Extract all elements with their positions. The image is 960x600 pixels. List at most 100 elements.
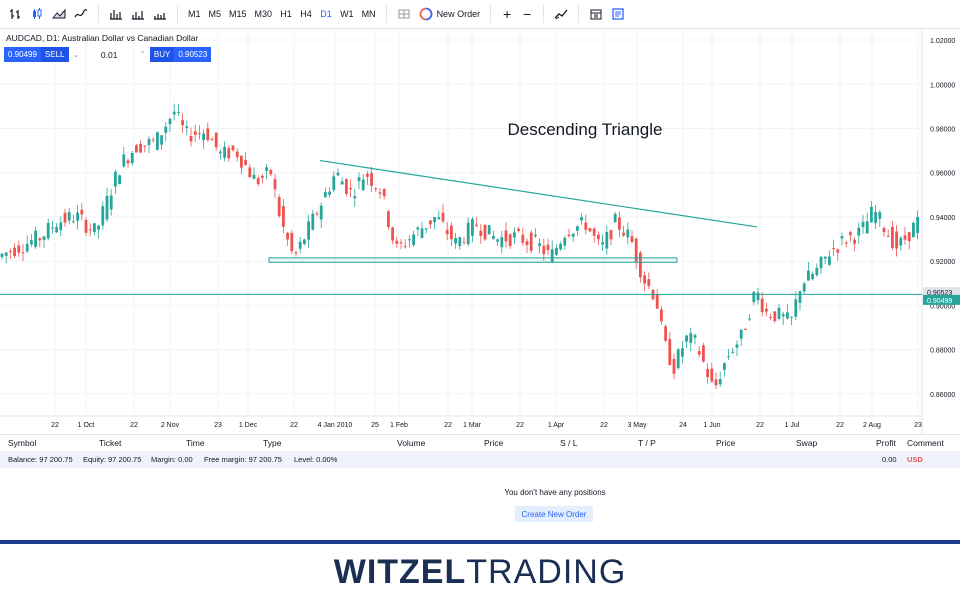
candle-body: [9, 251, 12, 253]
candle-body: [382, 188, 386, 197]
candle-body: [525, 241, 529, 246]
new-order-button[interactable]: New Order: [415, 3, 485, 25]
candle-body: [882, 227, 886, 233]
candle-body: [55, 227, 58, 233]
indicators-icon[interactable]: [105, 3, 127, 25]
candle-body: [202, 133, 205, 141]
line-chart-icon[interactable]: [70, 3, 92, 25]
candles-icon[interactable]: [26, 3, 48, 25]
chevron-down-icon[interactable]: ⌄: [72, 50, 80, 59]
candle-body: [769, 316, 772, 318]
candle-body: [550, 249, 554, 263]
timeframe-m1[interactable]: M1: [188, 9, 201, 19]
bar-chart-icon[interactable]: [4, 3, 26, 25]
candle-body: [849, 232, 852, 236]
timeframe-m15[interactable]: M15: [229, 9, 247, 19]
timeframe-h1[interactable]: H1: [280, 9, 292, 19]
y-tick-label: 0.96000: [930, 171, 955, 178]
y-tick-label: 1.00000: [930, 82, 955, 89]
free-margin-text: Free margin: 97 200.75: [204, 455, 282, 464]
x-tick-label: 22: [290, 422, 298, 429]
candle-body: [424, 228, 428, 230]
candle-body: [744, 328, 747, 330]
column-swap: Swap: [796, 438, 818, 448]
oscillators-icon[interactable]: [127, 3, 149, 25]
candle-body: [756, 292, 760, 301]
timeframe-h4[interactable]: H4: [300, 9, 312, 19]
candle-body: [193, 131, 197, 135]
candle-body: [458, 237, 462, 246]
timeframe-m5[interactable]: M5: [208, 9, 222, 19]
timeframe-mn[interactable]: MN: [361, 9, 376, 19]
zoom-out-icon[interactable]: −: [522, 6, 532, 22]
x-tick-label: 1 Jun: [703, 422, 720, 429]
calendar-icon[interactable]: [585, 3, 607, 25]
candle-body: [403, 246, 407, 248]
candle-body: [504, 230, 508, 242]
candle-body: [76, 212, 79, 221]
y-tick-label: 1.02000: [930, 38, 955, 45]
volume-icon[interactable]: [149, 3, 171, 25]
candle-body: [693, 335, 697, 338]
candle-body: [433, 217, 436, 223]
timeframe-w1[interactable]: W1: [340, 9, 354, 19]
candle-body: [622, 232, 625, 236]
candle-body: [324, 192, 327, 198]
chevron-up-icon[interactable]: ⌃: [139, 50, 146, 59]
candle-body: [315, 213, 319, 215]
candle-body: [668, 339, 672, 365]
area-chart-icon[interactable]: [48, 3, 70, 25]
candle-body: [408, 239, 411, 241]
candle-body: [248, 167, 252, 178]
candle-body: [105, 195, 109, 220]
grid-icon[interactable]: [393, 3, 415, 25]
candle-body: [487, 225, 491, 235]
pattern-annotation: Descending Triangle: [508, 120, 663, 139]
price-chart[interactable]: 1.02000 1.00000 0.98000 0.96000 0.94000 0.920…: [0, 29, 960, 434]
candle-body: [160, 135, 163, 145]
symbol-title: AUDCAD, D1: Australian Dollar vs Canadia…: [6, 33, 199, 43]
candle-body: [727, 356, 730, 358]
candle-body: [748, 318, 751, 320]
create-new-order-button[interactable]: Create New Order: [515, 506, 593, 522]
candle-body: [412, 234, 415, 246]
toolbar-divider: [385, 5, 387, 23]
candle-body: [538, 243, 541, 247]
trend-icon[interactable]: [550, 3, 572, 25]
x-tick-label: 22: [444, 422, 452, 429]
buy-button[interactable]: BUY: [149, 47, 175, 62]
candle-body: [437, 217, 441, 220]
y-tick-label: 0.98000: [930, 127, 955, 134]
candle-body: [328, 191, 331, 195]
x-tick-label: 24: [679, 422, 687, 429]
positions-table-header: Symbol Ticket Time Type Volume Price S / L T / …: [0, 434, 960, 451]
candle-body: [231, 145, 235, 151]
sell-button[interactable]: SELL: [40, 47, 69, 62]
candle-body: [374, 188, 378, 190]
zoom-in-icon[interactable]: +: [502, 6, 512, 22]
x-tick-label: 22: [836, 422, 844, 429]
sell-price[interactable]: 0.90499: [4, 47, 41, 62]
candle-body: [189, 135, 193, 142]
candle-body: [718, 379, 722, 385]
buy-price[interactable]: 0.90523: [174, 47, 212, 62]
candle-body: [59, 222, 63, 231]
candle-body: [865, 221, 869, 234]
timeframe-d1[interactable]: D1: [320, 9, 332, 19]
y-tick-label: 0.86000: [930, 392, 955, 399]
candle-body: [172, 111, 176, 115]
candle-body: [345, 179, 348, 194]
candle-body: [38, 238, 42, 241]
candle-body: [471, 219, 474, 236]
candle-body: [399, 242, 403, 244]
candle-body: [777, 307, 781, 319]
candle-body: [34, 230, 37, 247]
candle-body: [416, 227, 420, 230]
templates-icon[interactable]: [607, 3, 629, 25]
column-ticket: Ticket: [99, 438, 122, 448]
candle-body: [542, 245, 546, 255]
candle-body: [261, 176, 264, 178]
quantity-field[interactable]: 0.01: [100, 49, 118, 60]
timeframe-m30[interactable]: M30: [254, 9, 273, 19]
candle-body: [794, 299, 798, 317]
